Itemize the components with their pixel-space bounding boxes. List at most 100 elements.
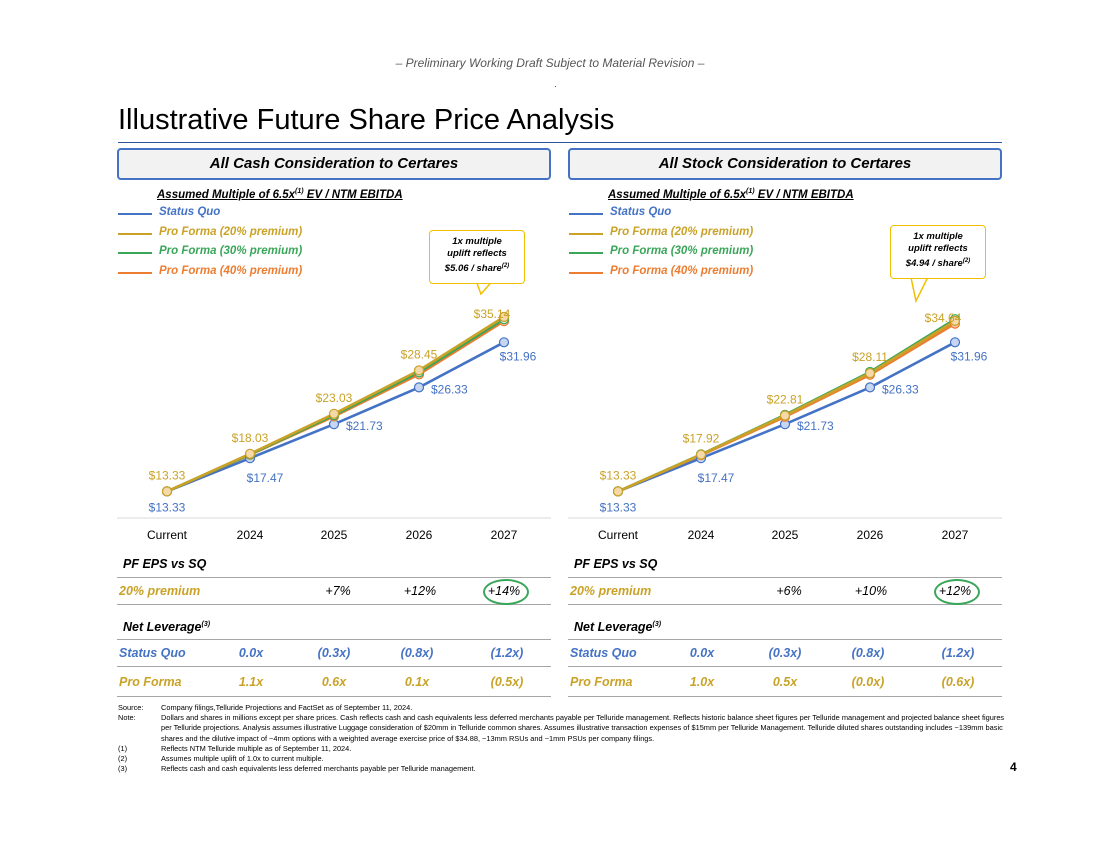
table-cell: (1.2x) (490, 646, 524, 660)
data-label-pf20: $17.92 (683, 432, 720, 446)
series-line-pf40 (166, 320, 505, 493)
row-label: 20% premium (119, 584, 201, 598)
legend-item-pf20: Pro Forma (20% premium) (117, 226, 417, 246)
row-label: Pro Forma (570, 675, 633, 689)
legend-item-status-quo: Status Quo (568, 206, 868, 226)
data-point-status-quo (864, 382, 876, 393)
share-price-chart-stock: $13.33 $17.47 $21.73 $26.33 $31.96 $13.33 $17.… (568, 311, 1002, 519)
data-point-pf20 (328, 408, 340, 419)
panel-all-stock: All Stock Consideration to Certares Assu… (568, 148, 1002, 708)
data-label-status-quo: $13.33 (600, 500, 637, 514)
data-label-pf20: $13.33 (600, 468, 637, 482)
row-label: 20% premium (570, 584, 652, 598)
data-label-pf20: $35.14 (474, 307, 511, 321)
draft-banner: – Preliminary Working Draft Subject to M… (395, 56, 705, 70)
data-point-pf20 (244, 448, 256, 459)
data-label-pf20: $28.11 (852, 350, 888, 364)
uplift-callout: 1x multiple uplift reflects $5.06 / shar… (429, 230, 525, 284)
legend-label: Status Quo (159, 206, 221, 218)
table-cell: 0.0x (689, 646, 715, 660)
data-point-pf20 (695, 449, 707, 460)
table-cell: (0.8x) (851, 646, 885, 660)
table-cell: (0.3x) (768, 646, 802, 660)
x-tick-label: 2024 (687, 528, 715, 542)
leverage-row-status-quo: Status Quo 0.0x (0.3x) (0.8x) (1.2x) (117, 639, 551, 667)
data-point-pf20 (949, 315, 961, 326)
multiple-label: Assumed Multiple of 6.5x(1) EV / NTM EBI… (157, 188, 403, 201)
chart-legend: Status Quo Pro Forma (20% premium) Pro F… (568, 206, 868, 284)
x-tick-label: 2024 (236, 528, 264, 542)
series-line-pf30 (166, 318, 505, 493)
leverage-row-pro-forma: Pro Forma 1.0x 0.5x (0.0x) (0.6x) (568, 669, 1002, 697)
legend-item-pf40: Pro Forma (40% premium) (568, 265, 868, 285)
data-point-pf20 (161, 486, 173, 497)
x-tick-label: Current (146, 528, 187, 542)
legend-label: Status Quo (610, 206, 672, 218)
legend-item-status-quo: Status Quo (117, 206, 417, 226)
page-title: Illustrative Future Share Price Analysis (118, 104, 615, 136)
data-point-pf20 (413, 365, 425, 376)
eps-section-title: PF EPS vs SQ (574, 557, 658, 571)
footnote: Source: Company filings,Telluride Project… (118, 703, 413, 712)
table-cell: 0.6x (321, 675, 347, 689)
data-label-status-quo: $26.33 (882, 382, 919, 396)
data-point-status-quo (413, 382, 425, 393)
leverage-section-title: Net Leverage(3) (574, 620, 662, 634)
footnote: (1) Reflects NTM Telluride multiple as of… (118, 743, 352, 753)
eps-row: 20% premium +7% +12% +14% (117, 577, 551, 605)
legend-label: Pro Forma (30% premium) (159, 245, 303, 257)
row-label: Status Quo (570, 646, 637, 660)
legend-item-pf30: Pro Forma (30% premium) (568, 245, 868, 265)
legend-swatch (569, 252, 603, 254)
decorative-dot (555, 86, 556, 87)
data-point-pf20 (864, 368, 876, 379)
x-tick-label: 2026 (856, 528, 884, 542)
data-point-pf20 (498, 311, 510, 322)
table-cell: 1.0x (689, 675, 715, 689)
legend-swatch (118, 252, 152, 254)
footnote: (3) Reflects cash and cash equivalents le… (118, 764, 476, 774)
data-label-status-quo: $31.96 (951, 349, 988, 363)
legend-swatch (118, 232, 152, 235)
legend-item-pf30: Pro Forma (30% premium) (117, 245, 417, 265)
data-label-pf20: $18.03 (232, 431, 269, 445)
leverage-row-status-quo: Status Quo 0.0x (0.3x) (0.8x) (1.2x) (568, 639, 1002, 667)
data-label-status-quo: $26.33 (431, 382, 468, 396)
chart-legend: Status Quo Pro Forma (20% premium) Pro F… (117, 206, 417, 284)
legend-swatch (569, 232, 603, 235)
data-point-pf20 (779, 410, 791, 421)
table-cell: (0.5x) (490, 675, 524, 689)
data-label-status-quo: $31.96 (500, 349, 537, 363)
footnote: Note: Dollars and shares in millions exce… (118, 713, 1005, 743)
table-cell: (0.3x) (317, 646, 351, 660)
table-cell: +7% (325, 584, 351, 598)
data-label-status-quo: $21.73 (797, 419, 834, 433)
leverage-row-pro-forma: Pro Forma 1.1x 0.6x 0.1x (0.5x) (117, 669, 551, 697)
x-tick-label: 2025 (320, 528, 348, 542)
legend-item-pf40: Pro Forma (40% premium) (117, 265, 417, 285)
legend-swatch (569, 213, 603, 215)
legend-label: Pro Forma (30% premium) (610, 245, 754, 257)
data-label-status-quo: $17.47 (698, 471, 735, 485)
table-cell: (0.0x) (851, 675, 885, 689)
share-price-chart-cash: $13.33 $17.47 $21.73 $26.33 $31.96 $13.33 $18.… (117, 307, 551, 519)
data-label-pf20: $13.33 (149, 468, 186, 482)
panel-all-cash: All Cash Consideration to Certares Assum… (117, 148, 551, 708)
data-point-status-quo (949, 337, 961, 348)
x-tick-label: Current (597, 528, 638, 542)
highlight-circle (483, 579, 529, 605)
multiple-label: Assumed Multiple of 6.5x(1) EV / NTM EBI… (608, 188, 854, 201)
x-tick-label: 2027 (941, 528, 969, 542)
table-cell: +12% (403, 584, 437, 598)
legend-label: Pro Forma (20% premium) (159, 225, 303, 238)
table-cell: (0.8x) (400, 646, 434, 660)
legend-swatch (569, 271, 603, 274)
eps-section-title: PF EPS vs SQ (123, 557, 207, 571)
table-cell: +10% (854, 584, 888, 598)
legend-label: Pro Forma (20% premium) (610, 225, 754, 238)
legend-label: Pro Forma (40% premium) (610, 264, 754, 277)
table-cell: (0.6x) (941, 675, 975, 689)
legend-label: Pro Forma (40% premium) (159, 264, 303, 277)
uplift-callout: 1x multiple uplift reflects $4.94 / shar… (890, 225, 986, 279)
legend-swatch (118, 271, 152, 274)
